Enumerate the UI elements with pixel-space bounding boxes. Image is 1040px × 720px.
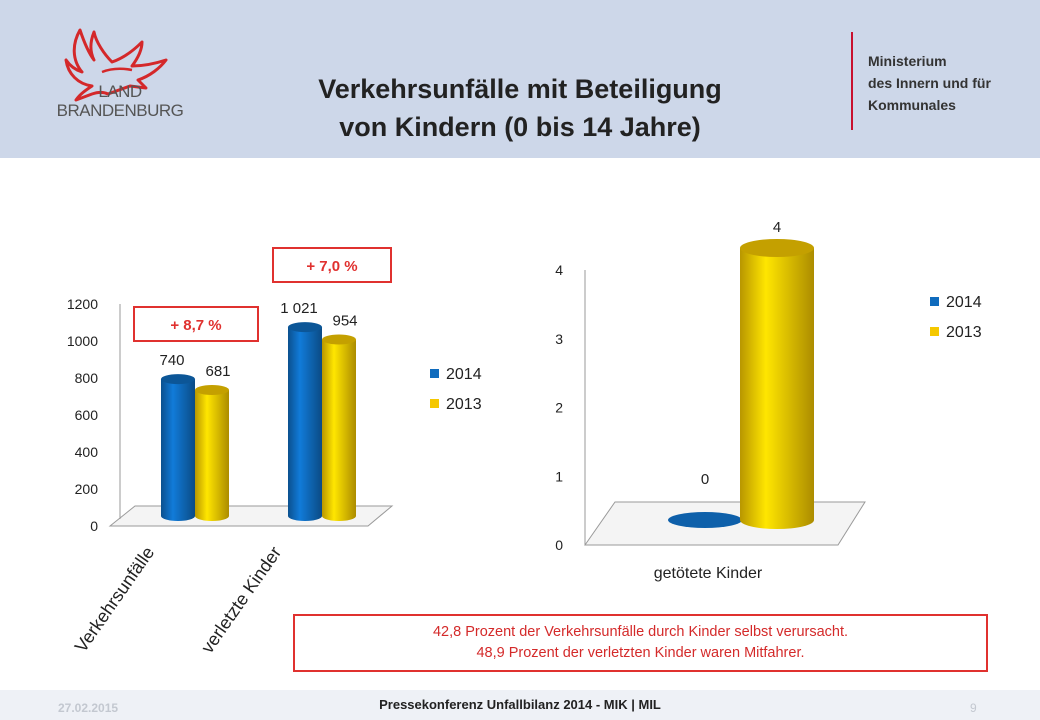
chart1-bar-2014-1	[288, 327, 322, 521]
footer-band	[0, 690, 1040, 720]
brand-wordmark: LAND BRANDENBURG	[40, 82, 200, 120]
chart2-y-tick-label: 3	[555, 331, 563, 347]
chart1-y-tick-label: 800	[75, 370, 99, 386]
title-line1: Verkehrsunfälle mit Beteiligung	[318, 74, 722, 104]
chart1-bar-2013-1-top	[322, 334, 356, 345]
chart1-legend-swatch-2013	[430, 399, 439, 408]
chart1-bar-2014-0	[161, 379, 195, 521]
ministry-line3: Kommunales	[868, 97, 956, 113]
brandenburg-eagle-logo	[64, 28, 168, 102]
chart1-data-label: 740	[159, 352, 184, 369]
chart1-category-label: Verkehrsunfälle	[71, 543, 159, 656]
chart2-category-label: getötete Kinder	[654, 565, 763, 582]
chart2-legend-label: 2014	[946, 294, 982, 311]
chart1-bar-2013-0-top	[195, 385, 229, 396]
header-divider	[851, 32, 853, 130]
chart2-y-tick-label: 2	[555, 400, 563, 416]
brand-line1: LAND	[98, 82, 142, 101]
chart2-y-tick-label: 1	[555, 468, 563, 484]
chart1-bar-2014-1-top	[288, 322, 322, 333]
chart2-legend-swatch-2014	[930, 297, 939, 306]
chart2-bar-2013-0-top	[740, 239, 814, 257]
chart2-y-tick-label: 4	[555, 262, 563, 278]
annotation-box-1	[133, 306, 259, 342]
chart1-data-label: 954	[332, 313, 357, 330]
chart2-bar-2014-0	[668, 512, 742, 528]
title-line2: von Kindern (0 bis 14 Jahre)	[339, 112, 701, 142]
chart2-bar-2013-0	[740, 248, 814, 529]
chart1-y-tick-label: 600	[75, 407, 99, 423]
chart1-bar-2013-1	[322, 339, 356, 521]
chart1-data-label: 1 021	[280, 300, 318, 317]
chart1-legend-swatch-2014	[430, 369, 439, 378]
page-number: 9	[970, 701, 977, 715]
ministry-line1: Ministerium	[868, 53, 947, 69]
chart2-legend-swatch-2013	[930, 327, 939, 336]
page-title: Verkehrsunfälle mit Beteiligung von Kind…	[240, 70, 800, 146]
chart1-category-label: verletzte Kinder	[197, 543, 285, 657]
chart2-data-label: 0	[701, 471, 709, 488]
annotation-label-2: + 7,0 %	[306, 258, 357, 275]
chart1-y-tick-label: 1000	[67, 333, 98, 349]
footer-date: 27.02.2015	[58, 701, 119, 715]
chart1-data-label: 681	[205, 363, 230, 380]
ministry-line2: des Innern und für	[868, 75, 991, 91]
brand-line2: BRANDENBURG	[56, 101, 184, 120]
ministry-label: Ministerium des Innern und für Kommunale…	[868, 50, 1038, 116]
chart2-legend-label: 2013	[946, 324, 982, 341]
chart1-legend-label: 2013	[446, 396, 482, 413]
chart1-y-tick-label: 400	[75, 444, 99, 460]
chart1-y-tick-label: 1200	[67, 296, 98, 312]
chart2-y-tick-label: 0	[555, 537, 563, 553]
chart1-legend-label: 2014	[446, 366, 482, 383]
annotation-box-2	[272, 247, 392, 283]
chart1-bar-2014-0-top	[161, 374, 195, 385]
header-band	[0, 0, 1040, 158]
annotation-label-1: + 8,7 %	[170, 317, 221, 334]
summary-note: 42,8 Prozent der Verkehrsunfälle durch K…	[293, 614, 988, 672]
chart1-y-tick-label: 200	[75, 481, 99, 497]
note-line2: 48,9 Prozent der verletzten Kinder waren…	[476, 645, 805, 661]
chart1-bar-2013-0	[195, 390, 229, 521]
chart2-data-label: 4	[773, 219, 781, 236]
footer-title: Pressekonferenz Unfallbilanz 2014 - MIK …	[379, 697, 661, 712]
chart1-y-tick-label: 0	[90, 518, 98, 534]
note-line1: 42,8 Prozent der Verkehrsunfälle durch K…	[432, 624, 849, 640]
